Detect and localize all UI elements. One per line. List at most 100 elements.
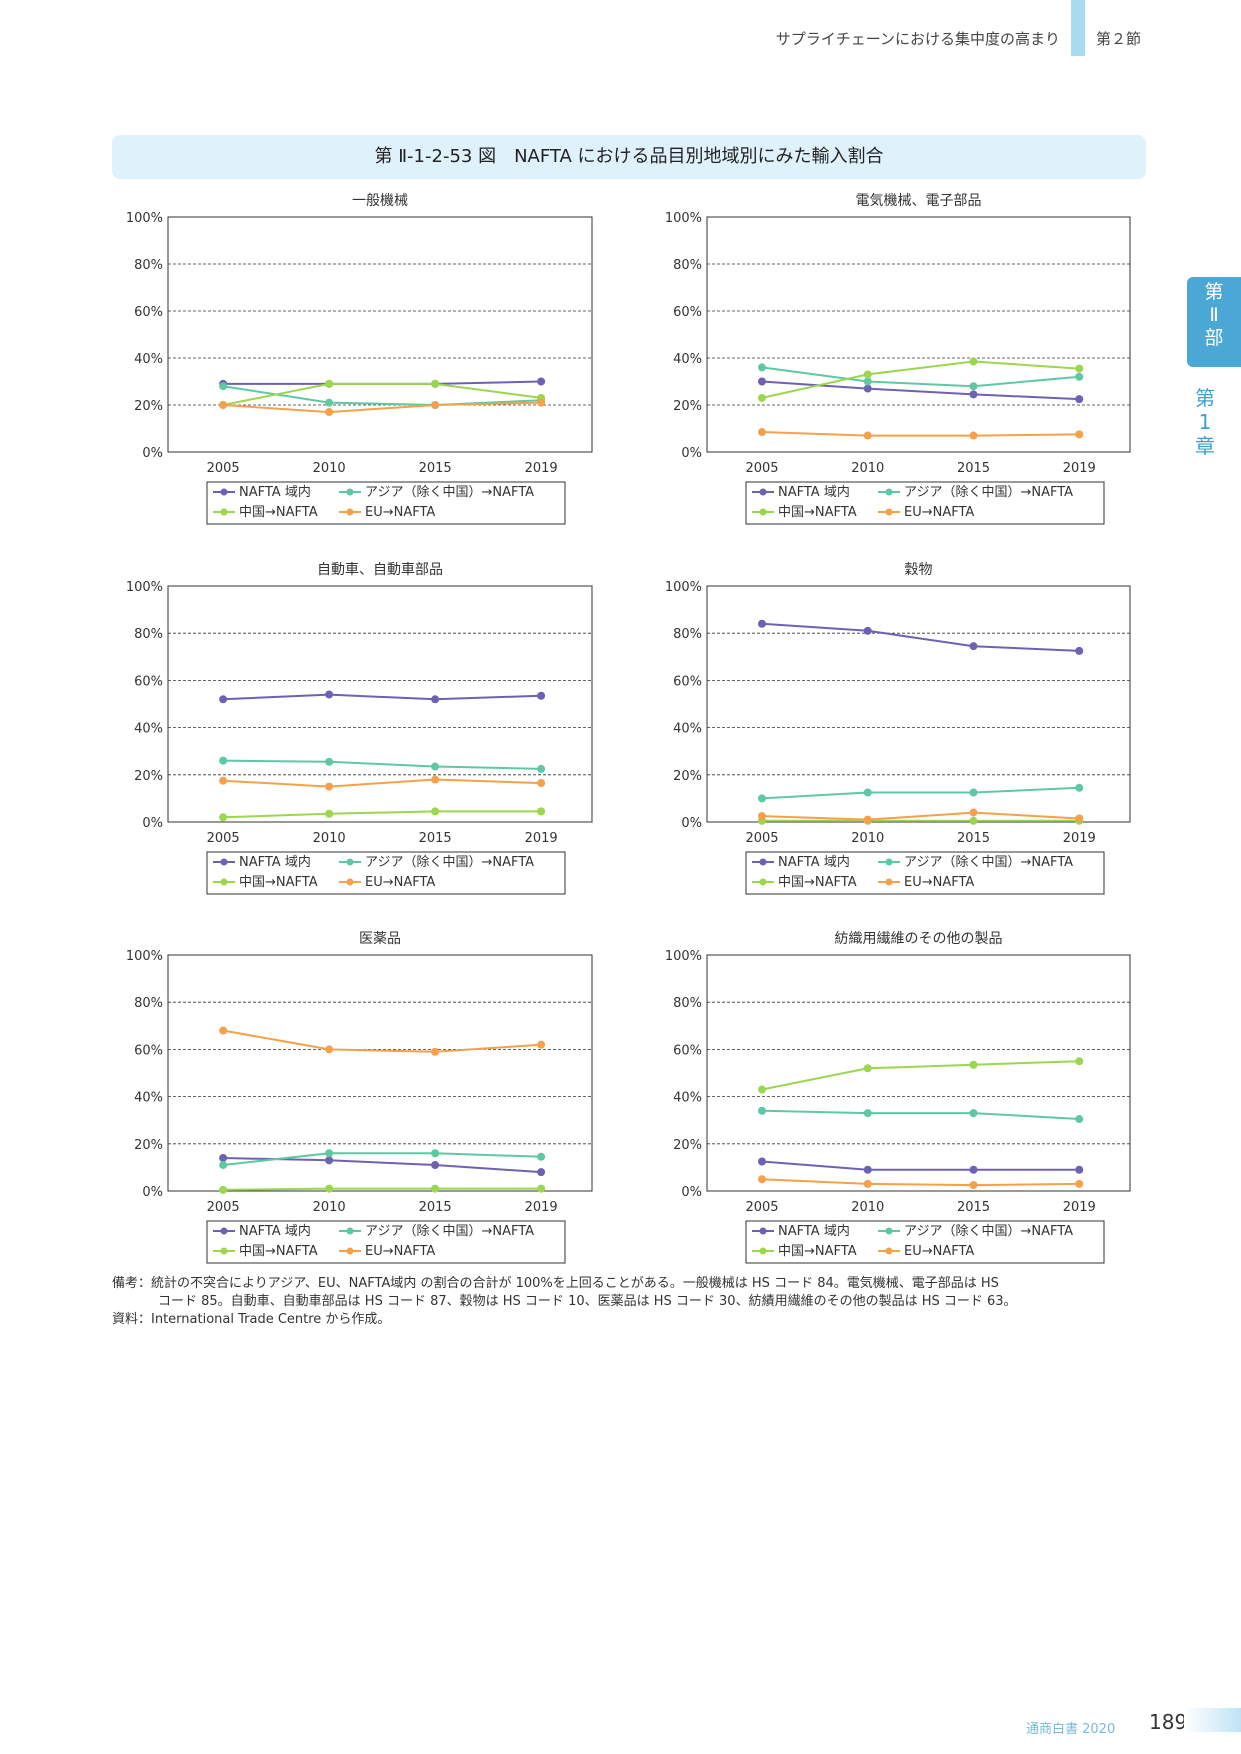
y-tick-label: 80% [134,258,163,273]
data-point-nafta [431,695,440,704]
footer-gradient [1184,1708,1241,1732]
chart-title: 自動車、自動車部品 [317,561,443,578]
data-point-asia [863,1109,872,1118]
y-tick-label: 100% [126,211,163,226]
y-tick-label: 80% [673,627,702,642]
x-tick-label: 2019 [1063,461,1096,476]
y-tick-label: 20% [134,399,163,414]
data-point-asia [431,1149,440,1158]
legend-marker-nafta [759,1227,767,1235]
x-tick-label: 2015 [957,1200,990,1215]
legend-label: アジア（除く中国）→NAFTA [904,855,1073,870]
data-point-china [863,370,872,379]
data-point-nafta [757,1157,766,1166]
y-tick-label: 20% [673,769,702,784]
chart-title: 穀物 [905,562,933,578]
y-tick-label: 0% [142,1185,163,1200]
y-tick-label: 60% [134,1043,163,1058]
data-point-nafta [219,1153,228,1162]
data-point-asia [325,757,334,766]
legend-marker-nafta [759,858,767,866]
y-tick-label: 0% [681,816,702,831]
legend-box [745,851,1105,895]
data-point-china [431,807,440,816]
x-tick-label: 2019 [525,831,558,846]
plot-frame [167,954,593,1192]
y-tick-label: 60% [134,305,163,320]
data-point-eu [757,812,766,821]
chapter-tab-char: 第 [1195,386,1215,410]
chapter-tab-char: 章 [1195,434,1215,458]
legend-label: NAFTA 域内 [778,1223,850,1239]
y-tick-label: 60% [673,1043,702,1058]
plot-frame [706,954,1131,1192]
legend-marker-eu [885,1247,893,1255]
legend-box [206,481,566,525]
y-tick-label: 40% [134,1091,163,1106]
data-point-eu [325,408,334,417]
data-point-asia [969,1109,978,1118]
y-tick-label: 80% [134,627,163,642]
series-line-nafta [761,380,1080,401]
legend-marker-nafta [759,488,767,496]
data-point-china [431,1184,440,1193]
data-point-nafta [325,1156,334,1165]
series-line-asia [222,1152,542,1166]
x-tick-label: 2015 [957,831,990,846]
data-point-eu [537,1040,546,1049]
data-point-nafta [863,384,872,393]
legend-label: NAFTA 域内 [239,1223,311,1239]
data-point-china [537,807,546,816]
data-point-eu [757,428,766,437]
source-line: 資料：International Trade Centre から作成。 [112,1312,391,1327]
legend-marker-eu [885,878,893,886]
x-tick-label: 2015 [419,461,452,476]
series-line-china [761,1060,1080,1091]
x-tick-label: 2010 [851,831,884,846]
chapter-tab-char: 1 [1198,410,1212,434]
data-point-eu [1075,1179,1084,1188]
note-line-1: 備考：統計の不突合によりアジア、EU、NAFTA域内 の割合の合計が 100%を… [112,1276,999,1291]
series-line-china [223,810,542,819]
data-point-china [1075,1057,1084,1066]
legend-label: アジア（除く中国）→NAFTA [365,1224,534,1239]
data-point-eu [969,431,978,440]
chart-title: 電気機械、電子部品 [856,193,982,209]
series-line-asia [761,786,1080,800]
series-line-nafta [761,1160,1080,1171]
x-tick-label: 2005 [745,831,778,846]
legend-marker-china [220,508,228,516]
legend-box [745,481,1105,525]
data-point-nafta [863,1165,872,1174]
y-tick-label: 40% [673,352,702,367]
series-line-asia [761,1109,1080,1120]
data-point-asia [219,756,228,765]
data-point-nafta [1075,1165,1084,1174]
y-tick-label: 40% [673,1091,702,1106]
y-tick-label: 100% [665,580,702,595]
data-point-nafta [969,390,978,399]
data-point-asia [537,1152,546,1161]
data-point-china [1075,364,1084,373]
legend-marker-asia [346,488,354,496]
data-point-eu [431,775,440,784]
data-point-eu [219,401,228,409]
note-line-2: コード 85。自動車、自動車部品は HS コード 87、穀物は HS コード 1… [158,1294,1017,1309]
legend-marker-china [759,878,767,886]
data-point-china [863,1064,872,1073]
x-tick-label: 2010 [313,1200,346,1215]
legend-label: NAFTA 域内 [239,484,311,500]
x-tick-label: 2010 [313,461,346,476]
plot-frame [706,585,1131,823]
plot-frame [706,216,1131,453]
data-point-asia [1075,372,1084,381]
legend-label: 中国→NAFTA [778,875,857,890]
legend-label: 中国→NAFTA [778,1244,857,1259]
legend-label: アジア（除く中国）→NAFTA [904,1224,1073,1239]
data-point-asia [537,764,546,773]
legend-marker-asia [885,488,893,496]
data-point-eu [325,1045,334,1054]
legend-label: アジア（除く中国）→NAFTA [365,855,534,870]
legend-marker-nafta [220,1227,228,1235]
data-point-china [537,1184,546,1193]
